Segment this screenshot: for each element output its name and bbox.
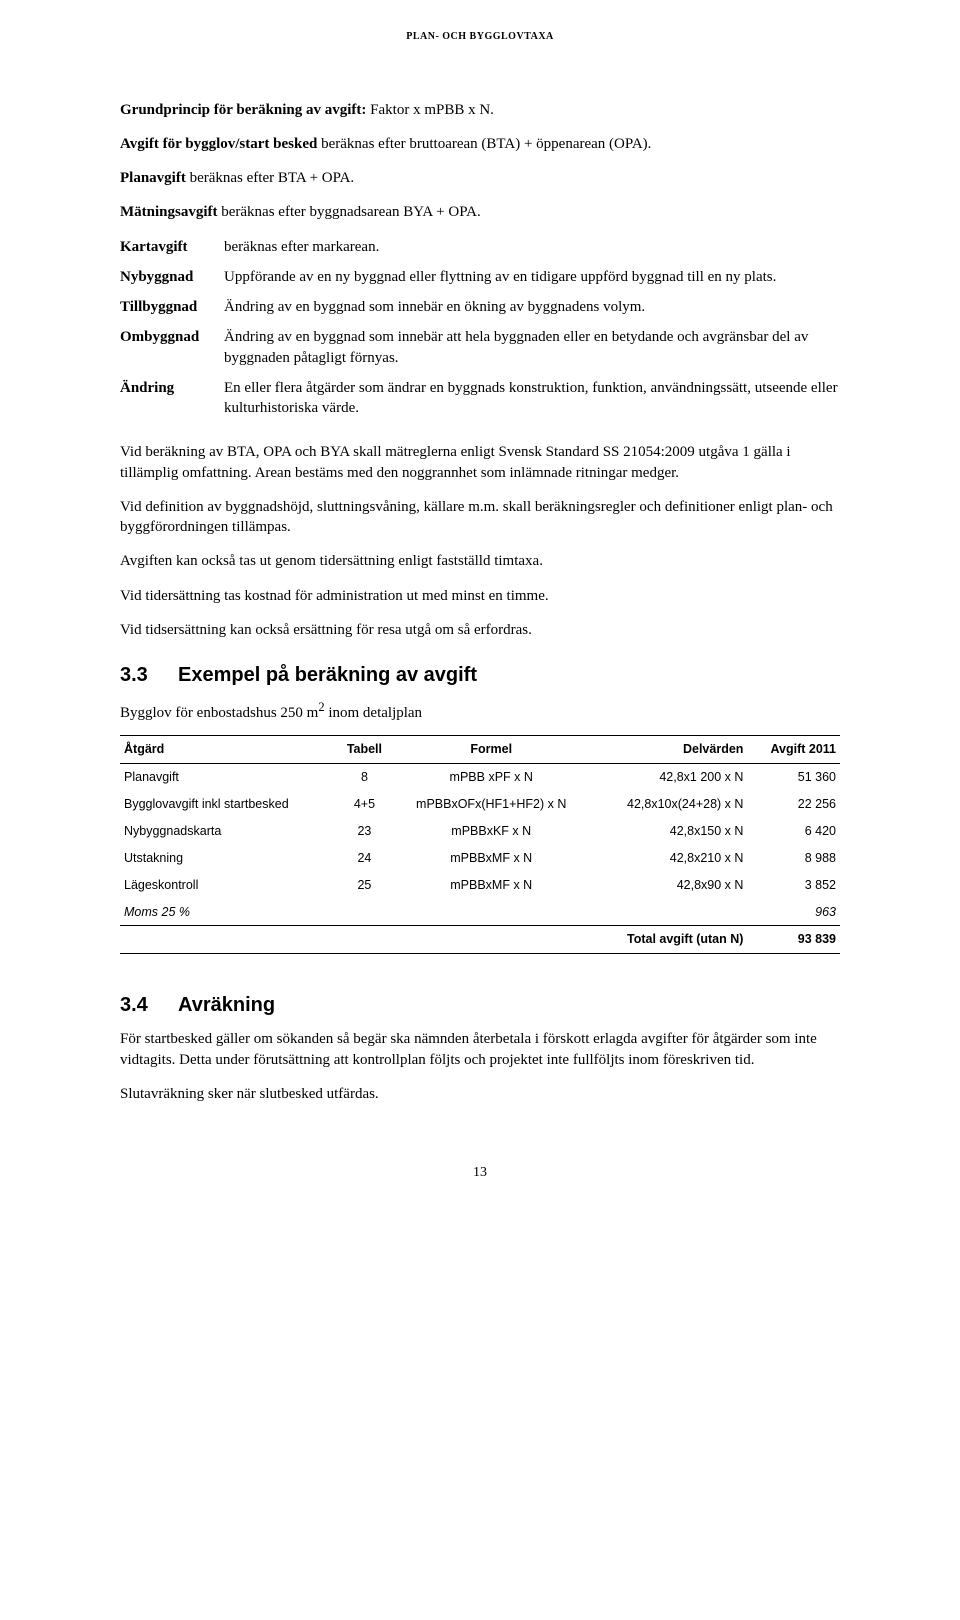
table-row-total: Total avgift (utan N) 93 839	[120, 926, 840, 954]
td-atgard: Bygglovavgift inkl startbesked	[120, 791, 337, 818]
body-para: Vid tidsersättning kan också ersättning …	[120, 620, 840, 640]
p-avgift-bygglov: Avgift för bygglov/start besked beräknas…	[120, 134, 840, 154]
def-row: Nybyggnad Uppförande av en ny byggnad el…	[120, 267, 840, 297]
td-formel: mPBBxKF x N	[392, 818, 591, 845]
td-atgard: Nybyggnadskarta	[120, 818, 337, 845]
td-tabell: 23	[337, 818, 391, 845]
subline-a: Bygglov för enbostadshus 250 m	[120, 705, 318, 721]
th-atgard: Åtgärd	[120, 736, 337, 764]
td-avg: 8 988	[747, 845, 840, 872]
def-row: Ombyggnad Ändring av en byggnad som inne…	[120, 327, 840, 378]
td-tabell: 4+5	[337, 791, 391, 818]
def-row: Kartavgift beräknas efter markarean.	[120, 237, 840, 267]
p-grundprincip: Grundprincip för beräkning av avgift: Fa…	[120, 100, 840, 120]
p4-rest: beräknas efter byggnadsarean BYA + OPA.	[218, 204, 481, 220]
section-title: Avräkning	[178, 994, 275, 1016]
td-formel: mPBBxOFx(HF1+HF2) x N	[392, 791, 591, 818]
td-formel: mPBB xPF x N	[392, 764, 591, 791]
def-term: Kartavgift	[120, 237, 224, 267]
definition-list: Kartavgift beräknas efter markarean. Nyb…	[120, 237, 840, 429]
td-del: 42,8x210 x N	[591, 845, 748, 872]
body-para: Vid tidersättning tas kostnad för admini…	[120, 586, 840, 606]
def-body: Ändring av en byggnad som innebär att he…	[224, 327, 840, 378]
td-atgard: Utstakning	[120, 845, 337, 872]
def-body: Uppförande av en ny byggnad eller flyttn…	[224, 267, 840, 297]
fee-table: Åtgärd Tabell Formel Delvärden Avgift 20…	[120, 735, 840, 954]
td-atgard: Planavgift	[120, 764, 337, 791]
section-num: 3.4	[120, 992, 178, 1019]
subline-b: inom detaljplan	[325, 705, 422, 721]
def-term: Tillbyggnad	[120, 297, 224, 327]
td-formel: mPBBxMF x N	[392, 872, 591, 899]
td-del: 42,8x1 200 x N	[591, 764, 748, 791]
def-term: Ändring	[120, 378, 224, 429]
body-para: Avgiften kan också tas ut genom tidersät…	[120, 551, 840, 571]
def-row: Ändring En eller flera åtgärder som ändr…	[120, 378, 840, 429]
th-delvarden: Delvärden	[591, 736, 748, 764]
td-tabell: 8	[337, 764, 391, 791]
td-avg: 6 420	[747, 818, 840, 845]
td-total-label: Total avgift (utan N)	[591, 926, 748, 954]
p2-lead: Avgift för bygglov/start besked	[120, 136, 317, 152]
td-del: 42,8x10x(24+28) x N	[591, 791, 748, 818]
running-header: PLAN- OCH BYGGLOVTAXA	[120, 30, 840, 44]
section-title: Exempel på beräkning av avgift	[178, 664, 477, 686]
p1-rest: Faktor x mPBB x N.	[366, 102, 494, 118]
def-term: Nybyggnad	[120, 267, 224, 297]
section-3-3-subline: Bygglov för enbostadshus 250 m2 inom det…	[120, 699, 840, 723]
td-moms-label: Moms 25 %	[120, 899, 337, 926]
def-body: Ändring av en byggnad som innebär en ökn…	[224, 297, 840, 327]
td-moms-avg: 963	[747, 899, 840, 926]
td-formel: mPBBxMF x N	[392, 845, 591, 872]
td-del: 42,8x150 x N	[591, 818, 748, 845]
table-row: Planavgift 8 mPBB xPF x N 42,8x1 200 x N…	[120, 764, 840, 791]
p2-rest: beräknas efter bruttoarean (BTA) + öppen…	[317, 136, 651, 152]
page-number: 13	[120, 1164, 840, 1183]
th-formel: Formel	[392, 736, 591, 764]
table-row: Utstakning 24 mPBBxMF x N 42,8x210 x N 8…	[120, 845, 840, 872]
def-row: Tillbyggnad Ändring av en byggnad som in…	[120, 297, 840, 327]
section-num: 3.3	[120, 662, 178, 689]
p1-prefix: Grundprincip för beräkning av avgift:	[120, 102, 366, 118]
def-term: Ombyggnad	[120, 327, 224, 378]
td-avg: 51 360	[747, 764, 840, 791]
p-matningsavgift: Mätningsavgift beräknas efter byggnadsar…	[120, 202, 840, 222]
table-row: Lägeskontroll 25 mPBBxMF x N 42,8x90 x N…	[120, 872, 840, 899]
td-del: 42,8x90 x N	[591, 872, 748, 899]
def-body: beräknas efter markarean.	[224, 237, 840, 267]
td-tabell: 24	[337, 845, 391, 872]
body-para: Vid definition av byggnadshöjd, sluttnin…	[120, 497, 840, 538]
table-row: Nybyggnadskarta 23 mPBBxKF x N 42,8x150 …	[120, 818, 840, 845]
section-3-4-p1: För startbesked gäller om sökanden så be…	[120, 1029, 840, 1070]
table-row: Bygglovavgift inkl startbesked 4+5 mPBBx…	[120, 791, 840, 818]
p4-lead: Mätningsavgift	[120, 204, 218, 220]
td-atgard: Lägeskontroll	[120, 872, 337, 899]
def-body: En eller flera åtgärder som ändrar en by…	[224, 378, 840, 429]
td-avg: 3 852	[747, 872, 840, 899]
section-3-4-heading: 3.4Avräkning	[120, 992, 840, 1019]
th-avgift: Avgift 2011	[747, 736, 840, 764]
td-tabell: 25	[337, 872, 391, 899]
td-total-avg: 93 839	[747, 926, 840, 954]
th-tabell: Tabell	[337, 736, 391, 764]
td-avg: 22 256	[747, 791, 840, 818]
table-row-moms: Moms 25 % 963	[120, 899, 840, 926]
p3-rest: beräknas efter BTA + OPA.	[186, 170, 354, 186]
section-3-4-p2: Slutavräkning sker när slutbesked utfärd…	[120, 1084, 840, 1104]
p-planavgift: Planavgift beräknas efter BTA + OPA.	[120, 168, 840, 188]
table-header-row: Åtgärd Tabell Formel Delvärden Avgift 20…	[120, 736, 840, 764]
section-3-3-heading: 3.3Exempel på beräkning av avgift	[120, 662, 840, 689]
p3-lead: Planavgift	[120, 170, 186, 186]
body-para: Vid beräkning av BTA, OPA och BYA skall …	[120, 442, 840, 483]
